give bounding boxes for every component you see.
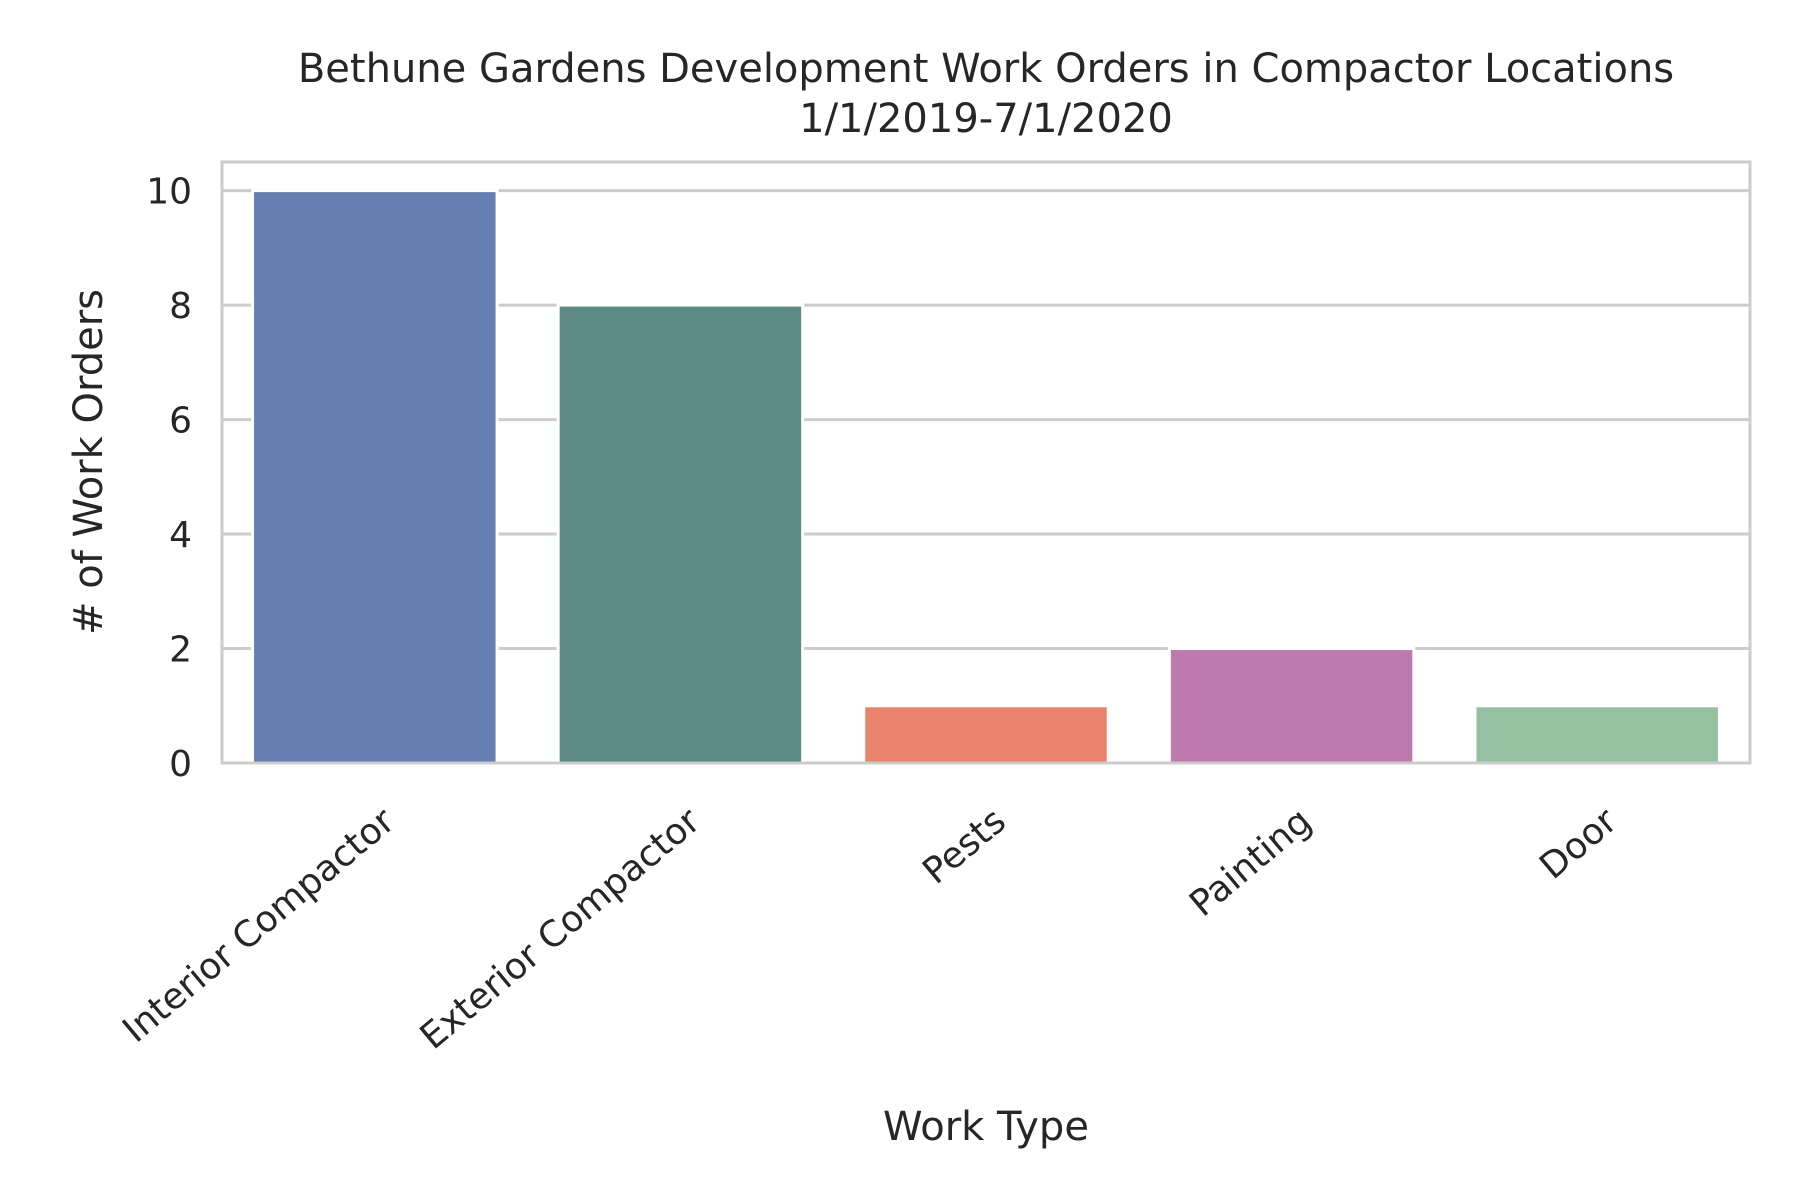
bar-exterior-compactor [556, 303, 805, 765]
bars [251, 189, 1721, 765]
y-tick-labels: 0 2 4 6 8 10 [146, 172, 192, 785]
x-tick-label: Pests [915, 800, 1014, 892]
x-tick-label: Door [1532, 800, 1625, 887]
y-tick-label: 6 [169, 401, 192, 442]
y-tick-label: 4 [169, 515, 192, 556]
y-axis-label: # of Work Orders [66, 289, 112, 635]
x-tick-label: Exterior Compactor [413, 800, 709, 1057]
x-tick-label: Painting [1182, 800, 1319, 924]
chart-subtitle: 1/1/2019-7/1/2020 [799, 96, 1173, 142]
chart-title: Bethune Gardens Development Work Orders … [298, 46, 1674, 92]
x-tick-labels: Interior Compactor Exterior Compactor Pest… [115, 800, 1625, 1057]
x-tick-label: Interior Compactor [115, 800, 402, 1050]
y-tick-label: 0 [169, 744, 192, 785]
bar-pests [862, 704, 1110, 765]
bar-door [1473, 704, 1721, 765]
y-tick-label: 8 [169, 286, 192, 327]
y-tick-label: 10 [146, 172, 192, 213]
x-axis-label: Work Type [883, 1104, 1089, 1150]
plot-frame [220, 160, 1752, 765]
bar-interior-compactor [251, 189, 499, 765]
bar-painting [1167, 647, 1416, 765]
y-tick-label: 2 [169, 630, 192, 671]
